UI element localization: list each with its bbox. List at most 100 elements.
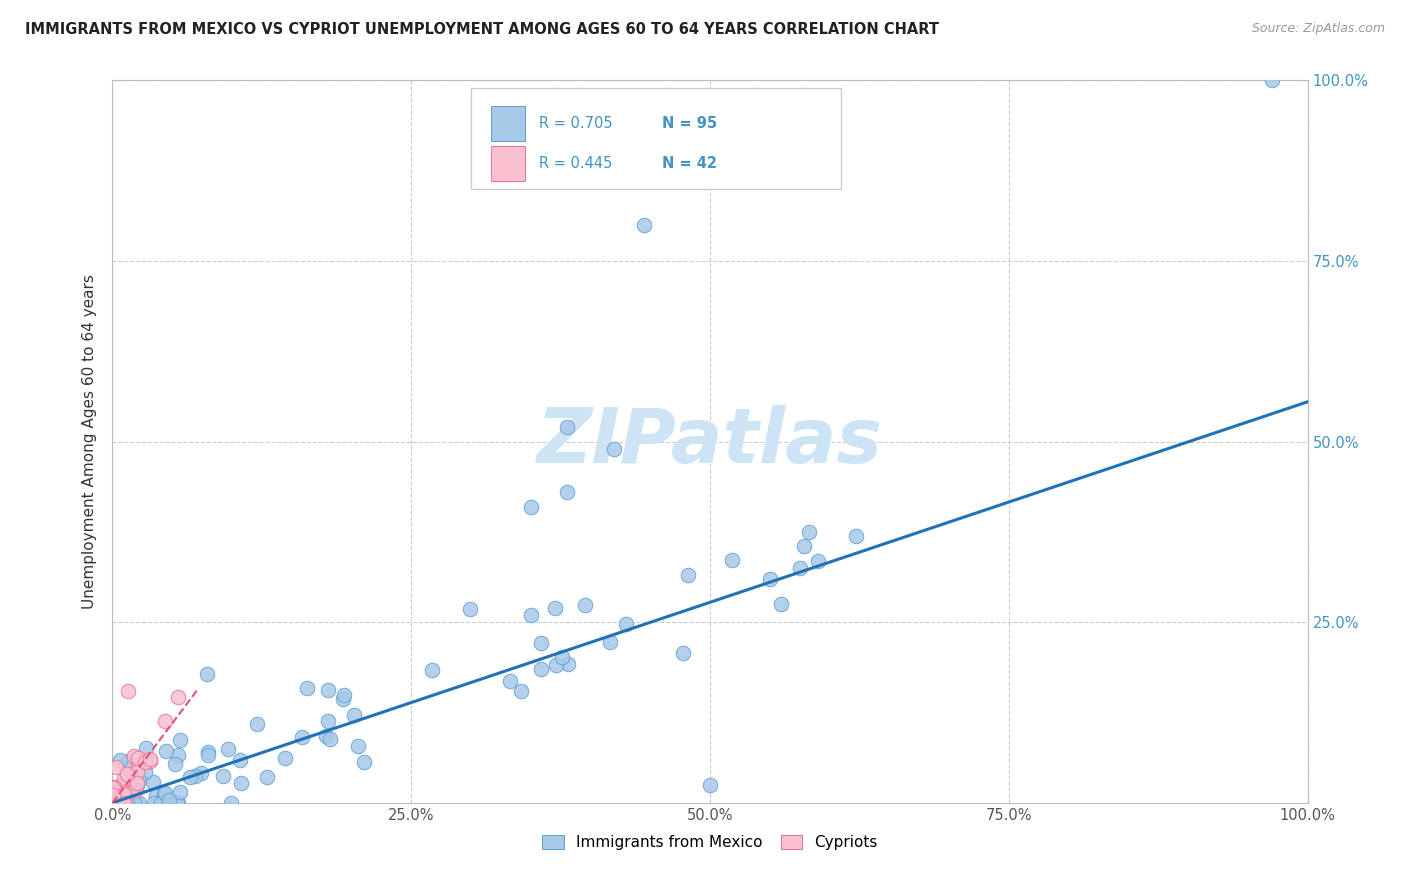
Point [107, 796, 129, 810]
Point [125, 782, 148, 797]
Text: ZIPatlas: ZIPatlas [537, 405, 883, 478]
Point [343, 708, 366, 723]
Point [112, 772, 135, 787]
Point [228, 753, 250, 767]
Point [169, 785, 191, 799]
Point [509, 684, 531, 698]
Point [246, 717, 269, 731]
Point [458, 602, 481, 616]
Point [103, 788, 125, 802]
Point [530, 662, 553, 676]
Point [672, 646, 695, 660]
Point [555, 485, 578, 500]
Point [551, 649, 574, 664]
Point [111, 779, 134, 793]
Text: Source: ZipAtlas.com: Source: ZipAtlas.com [1251, 22, 1385, 36]
Point [599, 635, 621, 649]
Point [150, 796, 173, 810]
Point [256, 770, 278, 784]
Point [104, 787, 127, 801]
Point [127, 779, 149, 793]
Point [108, 789, 131, 804]
Point [125, 776, 148, 790]
Point [332, 688, 354, 702]
Point [121, 781, 143, 796]
Point [107, 790, 129, 805]
Point [167, 796, 190, 810]
Point [295, 681, 318, 696]
Point [555, 420, 578, 434]
Point [128, 796, 150, 810]
Point [769, 597, 792, 611]
Point [153, 714, 176, 729]
Point [155, 744, 177, 758]
Point [166, 796, 188, 810]
Text: N = 95: N = 95 [662, 116, 717, 131]
Point [353, 755, 375, 769]
Point [115, 796, 138, 810]
Point [108, 791, 131, 805]
Point [101, 796, 124, 810]
Point [104, 796, 127, 810]
Point [111, 777, 134, 791]
Point [117, 767, 139, 781]
Point [845, 528, 868, 542]
Text: R = 0.705: R = 0.705 [538, 116, 613, 131]
Point [112, 796, 135, 810]
Point [420, 664, 443, 678]
Point [543, 600, 565, 615]
Point [128, 772, 150, 787]
Point [122, 796, 145, 810]
Point [347, 739, 370, 753]
Point [104, 785, 127, 799]
Point [332, 691, 354, 706]
Point [797, 524, 820, 539]
Point [114, 796, 136, 810]
Point [112, 787, 135, 801]
Point [229, 775, 252, 789]
Point [614, 616, 637, 631]
Point [117, 683, 139, 698]
Point [101, 788, 124, 802]
Point [105, 796, 128, 810]
Point [793, 540, 815, 554]
Point [105, 796, 128, 810]
Point [179, 770, 201, 784]
Point [195, 666, 218, 681]
Point [169, 733, 191, 747]
Point [603, 442, 626, 456]
Point [184, 769, 207, 783]
Point [127, 796, 149, 810]
Point [112, 787, 135, 801]
Point [318, 714, 340, 728]
Point [211, 769, 233, 783]
Point [153, 787, 176, 801]
Point [720, 553, 742, 567]
Point [807, 554, 830, 568]
Point [105, 781, 128, 796]
Point [139, 752, 162, 766]
Point [789, 561, 811, 575]
FancyBboxPatch shape [491, 146, 524, 181]
Point [574, 598, 596, 612]
Point [699, 778, 721, 792]
Point [105, 760, 128, 774]
Point [319, 732, 342, 747]
Point [134, 765, 156, 780]
Point [101, 780, 124, 795]
Point [103, 796, 125, 810]
Point [103, 796, 125, 810]
Y-axis label: Unemployment Among Ages 60 to 64 years: Unemployment Among Ages 60 to 64 years [82, 274, 97, 609]
Point [190, 765, 212, 780]
FancyBboxPatch shape [491, 106, 524, 141]
Point [134, 756, 156, 770]
Point [108, 753, 131, 767]
Point [633, 218, 655, 232]
Point [530, 636, 553, 650]
Point [115, 796, 138, 810]
Point [118, 768, 141, 782]
Point [217, 742, 239, 756]
Point [291, 730, 314, 744]
Point [142, 774, 165, 789]
Point [127, 751, 149, 765]
